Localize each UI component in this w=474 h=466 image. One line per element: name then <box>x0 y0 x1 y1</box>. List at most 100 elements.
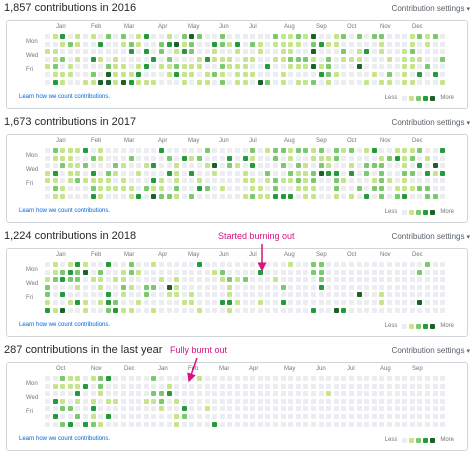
contribution-day-cell[interactable] <box>356 193 362 199</box>
contribution-day-cell[interactable] <box>45 262 50 267</box>
contribution-day-cell[interactable] <box>341 41 347 47</box>
contribution-day-cell[interactable] <box>333 307 339 313</box>
contribution-day-cell[interactable] <box>425 170 430 176</box>
contribution-day-cell[interactable] <box>52 421 58 427</box>
contribution-day-cell[interactable] <box>219 391 225 397</box>
contribution-day-cell[interactable] <box>273 421 278 427</box>
contribution-day-cell[interactable] <box>303 163 309 169</box>
contribution-day-cell[interactable] <box>364 148 370 153</box>
contribution-day-cell[interactable] <box>212 414 218 419</box>
contribution-day-cell[interactable] <box>159 148 164 153</box>
contribution-day-cell[interactable] <box>52 300 58 305</box>
contribution-day-cell[interactable] <box>326 163 332 169</box>
contribution-day-cell[interactable] <box>379 34 385 39</box>
contribution-day-cell[interactable] <box>45 178 50 184</box>
contribution-day-cell[interactable] <box>181 406 187 412</box>
contribution-day-cell[interactable] <box>113 284 119 290</box>
contribution-day-cell[interactable] <box>288 56 294 62</box>
contribution-day-cell[interactable] <box>83 284 88 290</box>
contribution-day-cell[interactable] <box>121 383 126 389</box>
contribution-day-cell[interactable] <box>151 376 157 381</box>
contribution-day-cell[interactable] <box>204 307 210 313</box>
contribution-day-cell[interactable] <box>204 148 210 153</box>
contribution-day-cell[interactable] <box>98 421 104 427</box>
contribution-day-cell[interactable] <box>311 391 316 397</box>
contribution-day-cell[interactable] <box>387 41 392 47</box>
contribution-day-cell[interactable] <box>128 193 134 199</box>
contribution-day-cell[interactable] <box>235 186 240 191</box>
contribution-day-cell[interactable] <box>159 300 164 305</box>
contribution-day-cell[interactable] <box>151 414 157 419</box>
contribution-day-cell[interactable] <box>52 269 58 275</box>
contribution-day-cell[interactable] <box>250 163 256 169</box>
contribution-day-cell[interactable] <box>311 163 316 169</box>
contribution-day-cell[interactable] <box>143 148 149 153</box>
contribution-day-cell[interactable] <box>113 262 119 267</box>
contribution-day-cell[interactable] <box>417 262 423 267</box>
contribution-day-cell[interactable] <box>257 155 263 161</box>
contribution-day-cell[interactable] <box>356 64 362 70</box>
learn-how-we-count-link[interactable]: Learn how we count contributions. <box>19 322 111 328</box>
contribution-day-cell[interactable] <box>303 421 309 427</box>
contribution-day-cell[interactable] <box>280 72 286 77</box>
contribution-day-cell[interactable] <box>417 300 423 305</box>
contribution-day-cell[interactable] <box>432 307 438 313</box>
contribution-day-cell[interactable] <box>75 406 81 412</box>
contribution-day-cell[interactable] <box>409 277 415 283</box>
contribution-day-cell[interactable] <box>151 34 157 39</box>
contribution-day-cell[interactable] <box>67 414 73 419</box>
contribution-day-cell[interactable] <box>242 421 248 427</box>
contribution-day-cell[interactable] <box>75 292 81 298</box>
contribution-day-cell[interactable] <box>98 406 104 412</box>
contribution-day-cell[interactable] <box>197 178 202 184</box>
contribution-day-cell[interactable] <box>60 170 66 176</box>
contribution-day-cell[interactable] <box>295 49 301 55</box>
contribution-day-cell[interactable] <box>227 155 233 161</box>
contribution-day-cell[interactable] <box>257 186 263 191</box>
contribution-day-cell[interactable] <box>75 300 81 305</box>
contribution-day-cell[interactable] <box>333 64 339 70</box>
contribution-day-cell[interactable] <box>318 414 324 419</box>
learn-how-we-count-link[interactable]: Learn how we count contributions. <box>19 208 111 214</box>
contribution-day-cell[interactable] <box>174 292 180 298</box>
contribution-day-cell[interactable] <box>318 277 324 283</box>
contribution-day-cell[interactable] <box>136 421 142 427</box>
contribution-day-cell[interactable] <box>379 163 385 169</box>
contribution-day-cell[interactable] <box>204 406 210 412</box>
contribution-day-cell[interactable] <box>151 148 157 153</box>
contribution-day-cell[interactable] <box>326 41 332 47</box>
contribution-day-cell[interactable] <box>409 307 415 313</box>
contribution-day-cell[interactable] <box>235 398 240 404</box>
contribution-day-cell[interactable] <box>280 269 286 275</box>
contribution-day-cell[interactable] <box>67 406 73 412</box>
contribution-day-cell[interactable] <box>425 391 430 397</box>
contribution-day-cell[interactable] <box>227 391 233 397</box>
contribution-day-cell[interactable] <box>174 300 180 305</box>
contribution-day-cell[interactable] <box>394 414 400 419</box>
contribution-day-cell[interactable] <box>151 277 157 283</box>
contribution-day-cell[interactable] <box>235 262 240 267</box>
contribution-day-cell[interactable] <box>90 414 96 419</box>
contribution-day-cell[interactable] <box>333 406 339 412</box>
contribution-day-cell[interactable] <box>67 178 73 184</box>
contribution-day-cell[interactable] <box>280 155 286 161</box>
contribution-day-cell[interactable] <box>151 284 157 290</box>
contribution-day-cell[interactable] <box>189 64 195 70</box>
contribution-day-cell[interactable] <box>425 383 430 389</box>
contribution-day-cell[interactable] <box>303 41 309 47</box>
contribution-day-cell[interactable] <box>295 277 301 283</box>
contribution-day-cell[interactable] <box>379 383 385 389</box>
contribution-day-cell[interactable] <box>356 34 362 39</box>
contribution-day-cell[interactable] <box>333 398 339 404</box>
contribution-day-cell[interactable] <box>349 193 354 199</box>
contribution-day-cell[interactable] <box>219 178 225 184</box>
contribution-day-cell[interactable] <box>432 193 438 199</box>
contribution-day-cell[interactable] <box>417 163 423 169</box>
contribution-day-cell[interactable] <box>311 284 316 290</box>
contribution-day-cell[interactable] <box>265 292 271 298</box>
contribution-day-cell[interactable] <box>288 414 294 419</box>
contribution-day-cell[interactable] <box>295 170 301 176</box>
contribution-day-cell[interactable] <box>333 148 339 153</box>
contribution-day-cell[interactable] <box>128 383 134 389</box>
contribution-day-cell[interactable] <box>105 421 111 427</box>
